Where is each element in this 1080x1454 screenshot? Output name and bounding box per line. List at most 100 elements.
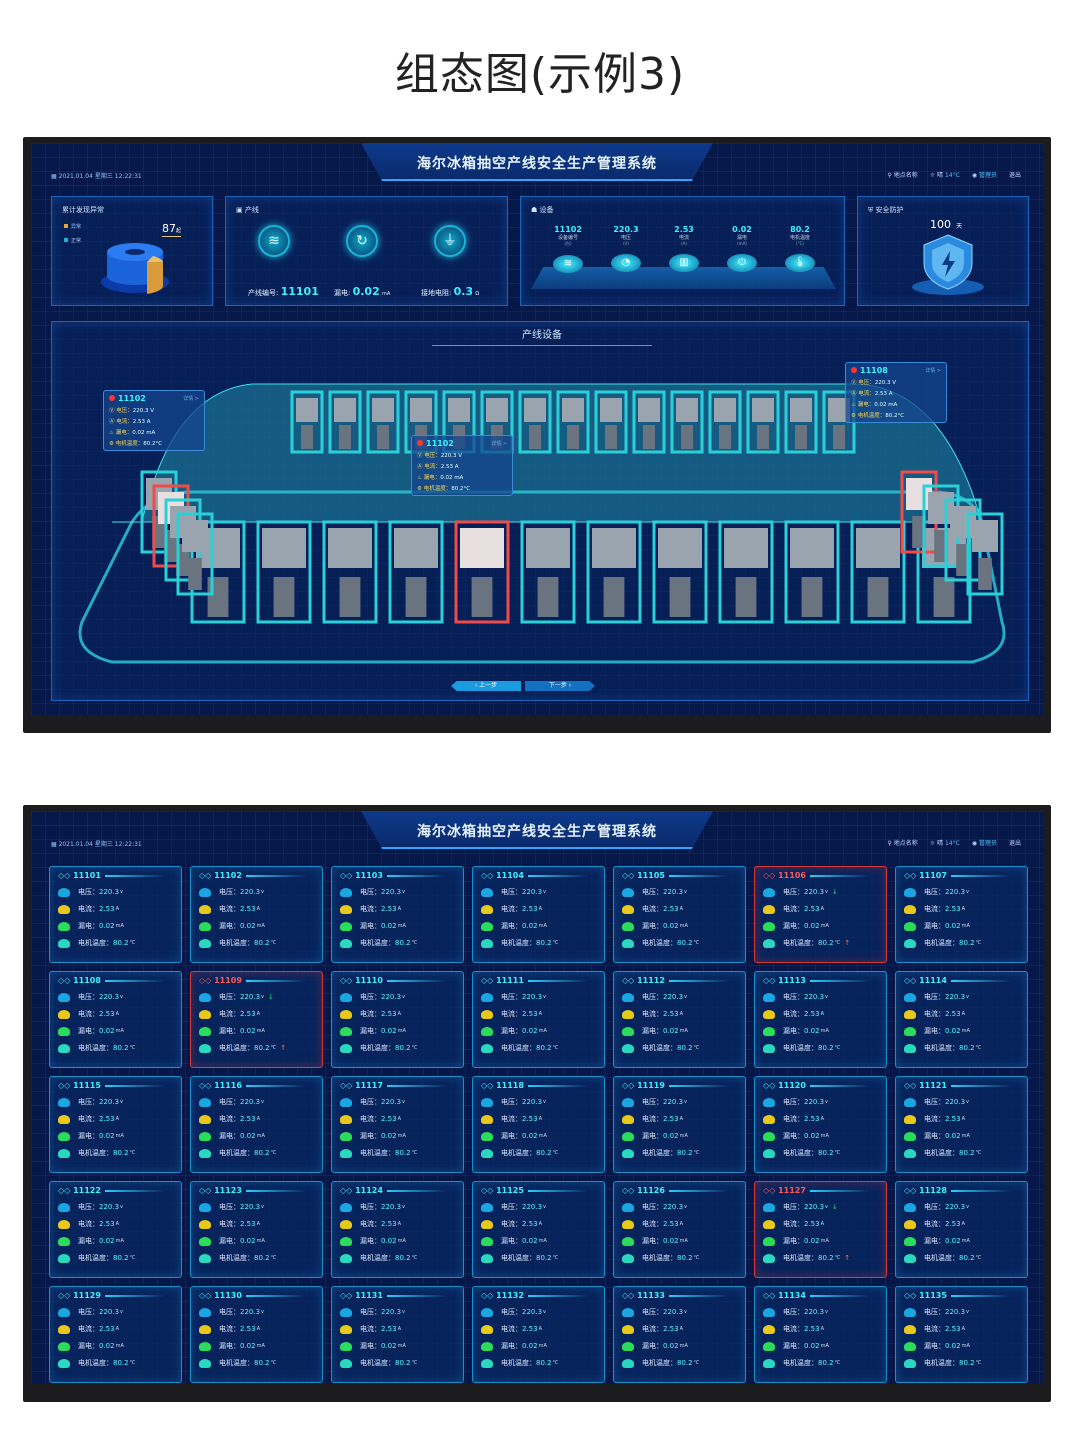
metric-value: 80.2 xyxy=(677,1254,693,1262)
details-link[interactable]: 详情 > xyxy=(183,396,199,402)
metric-current: 电流： 2.53 A xyxy=(904,1009,1019,1019)
machine-unit-front-pump xyxy=(339,577,361,617)
warning-a-icon xyxy=(58,1324,70,1334)
machine-unit-back-pump xyxy=(605,425,617,449)
device-card[interactable]: ◇◇ 11134 电压： 220.3 v 电流： 2.53 A 漏电： 0.02 mA 电机温度： 8… xyxy=(754,1286,887,1383)
card-title: ◇◇ 11132 xyxy=(481,1291,596,1300)
metric-value: 2.53 xyxy=(945,1220,961,1228)
metric-current: 电流： 2.53 A xyxy=(904,1114,1019,1124)
device-card[interactable]: ◇◇ 11114 电压： 220.3 v 电流： 2.53 A 漏电： 0.02 mA 电机温度： 8… xyxy=(895,971,1028,1068)
value: 0.02 mA xyxy=(440,475,464,481)
device-card[interactable]: ◇◇ 11130 电压： 220.3 v 电流： 2.53 A 漏电： 0.02 mA 电机温度： 8… xyxy=(190,1286,323,1383)
tooltip-current: Ⓐ 电流：2.53 A xyxy=(417,462,507,470)
prev-step-button[interactable]: ‹ 上一步 xyxy=(451,681,521,691)
device-card[interactable]: ◇◇ 11106 电压： 220.3 v ↓ 电流： 2.53 A 漏电： 0.02 mA 电机温度：… xyxy=(754,866,887,963)
device-card[interactable]: ◇◇ 11101 电压： 220.3 v 电流： 2.53 A 漏电： 0.02 mA 电机温度： 8… xyxy=(49,866,182,963)
location[interactable]: ⚲ 地点名称 xyxy=(887,838,917,847)
metric-current: 电流： 2.53 A xyxy=(199,1324,314,1334)
user-menu[interactable]: ◉ 管理员 xyxy=(972,838,997,847)
location[interactable]: ⚲ 地点名称 xyxy=(887,170,917,179)
device-card[interactable]: ◇◇ 11110 电压： 220.3 v 电流： 2.53 A 漏电： 0.02 mA 电机温度： 8… xyxy=(331,971,464,1068)
next-step-button[interactable]: 下一步 › xyxy=(525,681,595,691)
metric-label: 电压： xyxy=(219,888,240,896)
device-card[interactable]: ◇◇ 11102 电压： 220.3 v 电流： 2.53 A 漏电： 0.02 mA 电机温度： 8… xyxy=(190,866,323,963)
metric-value: 220.3 xyxy=(381,1098,402,1106)
device-card[interactable]: ◇◇ 11105 电压： 220.3 v 电流： 2.53 A 漏电： 0.02 mA 电机温度： 8… xyxy=(613,866,746,963)
logout-button[interactable]: 退出 xyxy=(1008,172,1021,179)
metric-value: 80.2 xyxy=(818,1044,834,1052)
device-card[interactable]: ◇◇ 11131 电压： 220.3 v 电流： 2.53 A 漏电： 0.02 mA 电机温度： 8… xyxy=(331,1286,464,1383)
metric-unit: v xyxy=(402,994,406,1000)
device-tooltip[interactable]: 11108 详情 > Ⓥ 电压：220.3 V Ⓐ 电流：2.53 A ♨ 漏电… xyxy=(845,362,947,423)
value: 80.2°C xyxy=(143,441,163,447)
device-card[interactable]: ◇◇ 11103 电压： 220.3 v 电流： 2.53 A 漏电： 0.02 mA 电机温度： 8… xyxy=(331,866,464,963)
device-card[interactable]: ◇◇ 11124 电压： 220.3 v 电流： 2.53 A 漏电： 0.02 mA 电机温度： 8… xyxy=(331,1181,464,1278)
metric-label: 电流： xyxy=(360,905,381,913)
metric-label: 漏电： xyxy=(78,1132,99,1140)
metric-label: 电机温度： xyxy=(360,1149,395,1157)
machine-unit-back-cabinet xyxy=(448,398,470,422)
metric-value: 220.3 xyxy=(240,1098,261,1106)
metric-current: 电流： 2.53 A xyxy=(340,1009,455,1019)
metric-current: 电流： 2.53 A xyxy=(481,1009,596,1019)
label: 电机温度： xyxy=(857,413,886,419)
device-card[interactable]: ◇◇ 11125 电压： 220.3 v 电流： 2.53 A 漏电： 0.02 mA 电机温度： 8… xyxy=(472,1181,605,1278)
metric-value: 0.02 xyxy=(240,1027,256,1035)
device-card[interactable]: ◇◇ 11127 电压： 220.3 v ↓ 电流： 2.53 A 漏电： 0.02 mA 电机温度：… xyxy=(754,1181,887,1278)
device-tooltip[interactable]: 11102 详情 > Ⓥ 电压：220.3 V Ⓐ 电流：2.53 A ♨ 漏电… xyxy=(103,390,205,451)
device-card[interactable]: ◇◇ 11108 电压： 220.3 v 电流： 2.53 A 漏电： 0.02 mA 电机温度： 8… xyxy=(49,971,182,1068)
metric-label: 电压： xyxy=(78,1308,99,1316)
device-card[interactable]: ◇◇ 11123 电压： 220.3 v 电流： 2.53 A 漏电： 0.02 mA 电机温度： 8… xyxy=(190,1181,323,1278)
metric-leakage: 漏电： 0.02 mA xyxy=(481,1131,596,1141)
metric-unit: mA xyxy=(961,923,970,929)
device-card[interactable]: ◇◇ 11113 电压： 220.3 v 电流： 2.53 A 漏电： 0.02 mA 电机温度： 8… xyxy=(754,971,887,1068)
device-card[interactable]: ◇◇ 11109 电压： 220.3 v ↓ 电流： 2.53 A 漏电： 0.02 mA 电机温度：… xyxy=(190,971,323,1068)
device-card[interactable]: ◇◇ 11132 电压： 220.3 v 电流： 2.53 A 漏电： 0.02 mA 电机温度： 8… xyxy=(472,1286,605,1383)
user-menu[interactable]: ◉ 管理员 xyxy=(972,170,997,179)
logout-button[interactable]: 退出 xyxy=(1008,840,1021,847)
leakage-icon: ♨ xyxy=(417,475,424,481)
details-link[interactable]: 详情 > xyxy=(491,441,507,447)
metric-unit: v xyxy=(120,889,124,895)
machine-unit-front-cabinet xyxy=(790,528,834,568)
device-card[interactable]: ◇◇ 11116 电压： 220.3 v 电流： 2.53 A 漏电： 0.02 mA 电机温度： 8… xyxy=(190,1076,323,1173)
device-card[interactable]: ◇◇ 11107 电压： 220.3 v 电流： 2.53 A 漏电： 0.02 mA 电机温度： 8… xyxy=(895,866,1028,963)
device-id: 11119 xyxy=(637,1081,665,1090)
shield-v-icon xyxy=(622,1307,634,1317)
card-title: ◇◇ 11124 xyxy=(340,1186,455,1195)
value: 0.3 xyxy=(453,285,474,298)
device-card[interactable]: ◇◇ 11135 电压： 220.3 v 电流： 2.53 A 漏电： 0.02 mA 电机温度： 8… xyxy=(895,1286,1028,1383)
metric-unit: ℃ xyxy=(411,1255,418,1261)
device-card[interactable]: ◇◇ 11133 电压： 220.3 v 电流： 2.53 A 漏电： 0.02 mA 电机温度： 8… xyxy=(613,1286,746,1383)
details-link[interactable]: 详情 > xyxy=(925,368,941,374)
device-card[interactable]: ◇◇ 11129 电压： 220.3 v 电流： 2.53 A 漏电： 0.02 mA 电机温度： 8… xyxy=(49,1286,182,1383)
metric-label: 漏电： xyxy=(501,1237,522,1245)
metric-temp: 电机温度： 80.2 ℃ xyxy=(481,1148,596,1158)
device-card[interactable]: ◇◇ 11119 电压： 220.3 v 电流： 2.53 A 漏电： 0.02 mA 电机温度： 8… xyxy=(613,1076,746,1173)
device-card[interactable]: ◇◇ 11112 电压： 220.3 v 电流： 2.53 A 漏电： 0.02 mA 电机温度： 8… xyxy=(613,971,746,1068)
device-card[interactable]: ◇◇ 11118 电压： 220.3 v 电流： 2.53 A 漏电： 0.02 mA 电机温度： 8… xyxy=(472,1076,605,1173)
metric-leakage: 漏电： 0.02 mA xyxy=(58,1026,173,1036)
device-card[interactable]: ◇◇ 11115 电压： 220.3 v 电流： 2.53 A 漏电： 0.02 mA 电机温度： 8… xyxy=(49,1076,182,1173)
panel-title: ☗ 设备 xyxy=(531,205,554,215)
leakage-icon: ♨ xyxy=(109,430,116,436)
device-card[interactable]: ◇◇ 11117 电压： 220.3 v 电流： 2.53 A 漏电： 0.02 mA 电机温度： 8… xyxy=(331,1076,464,1173)
device-tooltip[interactable]: 11102 详情 > Ⓥ 电压：220.3 V Ⓐ 电流：2.53 A ♨ 漏电… xyxy=(411,435,513,496)
device-card[interactable]: ◇◇ 11128 电压： 220.3 v 电流： 2.53 A 漏电： 0.02 mA 电机温度： 8… xyxy=(895,1181,1028,1278)
leakage-icon xyxy=(622,1131,634,1141)
metric-unit: v xyxy=(825,994,829,1000)
metric-value: 220.3 xyxy=(804,993,825,1001)
device-card[interactable]: ◇◇ 11120 电压： 220.3 v 电流： 2.53 A 漏电： 0.02 mA 电机温度： 8… xyxy=(754,1076,887,1173)
metric-temp: 电机温度： 80.2 ℃ xyxy=(481,1358,596,1368)
device-card[interactable]: ◇◇ 11104 电压： 220.3 v 电流： 2.53 A 漏电： 0.02 mA 电机温度： 8… xyxy=(472,866,605,963)
device-id: 11113 xyxy=(778,976,806,985)
metric-label: 电机温度： xyxy=(219,1044,254,1052)
motor-temp-icon xyxy=(340,1358,352,1368)
leakage-icon xyxy=(481,1236,493,1246)
metric-value: 2.53 xyxy=(522,905,538,913)
device-card[interactable]: ◇◇ 11111 电压： 220.3 v 电流： 2.53 A 漏电： 0.02 mA 电机温度： 8… xyxy=(472,971,605,1068)
device-card[interactable]: ◇◇ 11121 电压： 220.3 v 电流： 2.53 A 漏电： 0.02 mA 电机温度： 8… xyxy=(895,1076,1028,1173)
metric-label: 电压： xyxy=(501,888,522,896)
device-card[interactable]: ◇◇ 11126 电压： 220.3 v 电流： 2.53 A 漏电： 0.02 mA 电机温度： 8… xyxy=(613,1181,746,1278)
device-card[interactable]: ◇◇ 11122 电压： 220.3 v 电流： 2.53 A 漏电： 0.02 mA 电机温度： 8… xyxy=(49,1181,182,1278)
